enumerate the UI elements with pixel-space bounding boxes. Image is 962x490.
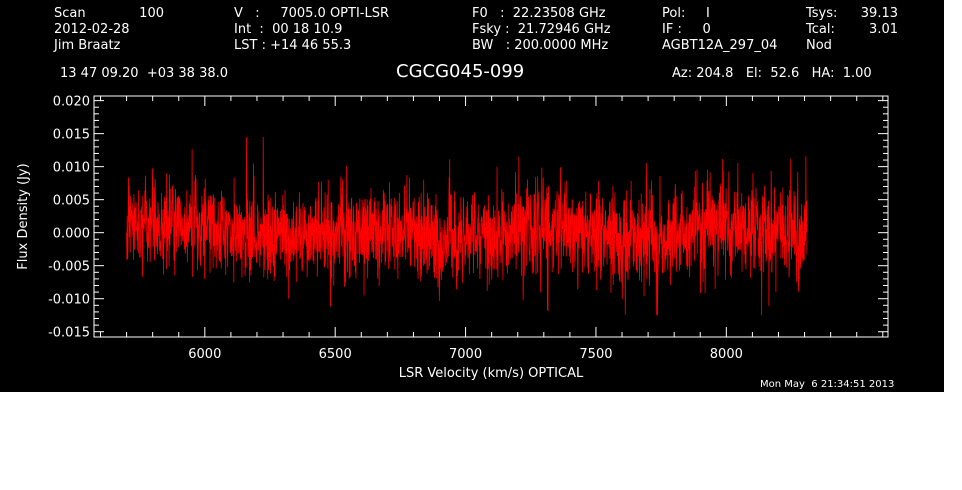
x-tick-label: 6000 xyxy=(188,347,221,362)
az-el-ha-readout: Az: 204.8 El: 52.6 HA: 1.00 xyxy=(672,66,872,81)
scan-label: Scan xyxy=(54,6,86,21)
switching-mode: Nod xyxy=(806,38,832,53)
y-tick-label: 0.015 xyxy=(53,128,90,143)
tcal-value: 3.01 xyxy=(869,22,898,37)
x-axis-label: LSR Velocity (km/s) OPTICAL xyxy=(399,366,584,381)
plot-timestamp: Mon May 6 21:34:51 2013 xyxy=(760,379,895,390)
if-number: IF : 0 xyxy=(662,22,711,37)
x-tick-labels: 6000 6500 7000 7500 8000 xyxy=(188,347,743,362)
sky-frequency: Fsky : 21.72946 GHz xyxy=(472,22,611,37)
x-tick-label: 8000 xyxy=(710,347,743,362)
project-id: AGBT12A_297_04 xyxy=(662,38,778,53)
lst-readout: LST : +14 46 55.3 xyxy=(234,38,352,53)
plot-frame xyxy=(93,95,889,338)
y-tick-label: 0.020 xyxy=(53,95,90,110)
velocity-readout: V : 7005.0 OPTI-LSR xyxy=(234,6,390,21)
tcal-label: Tcal: xyxy=(806,22,835,37)
integration-time: Int : 00 18 10.9 xyxy=(234,22,343,37)
spectrum-chart: 6000 6500 7000 7500 8000 -0.015 -0.010 -0.005 0… xyxy=(16,95,889,381)
y-tick-label: 0.000 xyxy=(53,227,90,242)
axis-ticks xyxy=(94,96,888,337)
bandwidth: BW : 200.0000 MHz xyxy=(472,38,609,53)
x-tick-label: 7500 xyxy=(579,347,612,362)
spectrum-trace xyxy=(126,136,808,316)
x-tick-label: 6500 xyxy=(319,347,352,362)
x-tick-label: 7000 xyxy=(449,347,482,362)
tsys-label: Tsys: xyxy=(806,6,838,21)
y-tick-label: -0.005 xyxy=(48,260,90,275)
y-tick-label: 0.010 xyxy=(53,161,90,176)
y-tick-label: -0.015 xyxy=(48,326,90,341)
rest-frequency: F0 : 22.23508 GHz xyxy=(472,6,606,21)
y-tick-label: 0.005 xyxy=(53,194,90,209)
tsys-value: 39.13 xyxy=(860,6,898,21)
scan-number: 100 xyxy=(139,6,164,21)
observer-name: Jim Braatz xyxy=(54,38,121,53)
spectrum-trace-layer xyxy=(126,136,808,316)
y-tick-labels: -0.015 -0.010 -0.005 0.000 0.005 0.010 0.015 0.… xyxy=(48,95,90,341)
source-coordinates: 13 47 09.20 +03 38 38.0 xyxy=(60,66,229,81)
source-name: CGCG045-099 xyxy=(396,61,525,82)
observation-date: 2012-02-28 xyxy=(54,22,130,37)
y-axis-label: Flux Density (Jy) xyxy=(16,163,31,269)
spectrum-plot-window: Scan 100 2012-02-28 Jim Braatz V : 7005.… xyxy=(0,0,944,392)
y-tick-label: -0.010 xyxy=(48,293,90,308)
polarization: Pol: I xyxy=(662,6,710,21)
